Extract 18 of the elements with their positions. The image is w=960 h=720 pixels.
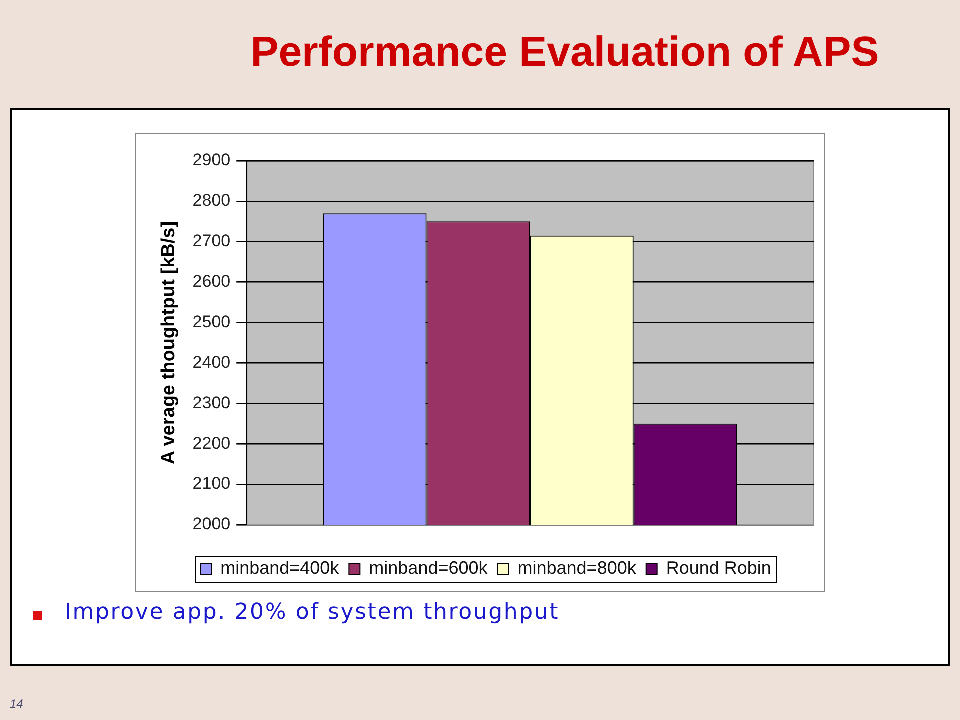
y-axis-title: A verage thoughtput [kB/s] (158, 221, 180, 465)
y-tick-label: 2800 (192, 191, 231, 210)
text: Improve app. 20% of system throughput (65, 600, 560, 625)
legend-label: minband=600k (369, 558, 489, 578)
legend-label: minband=400k (220, 558, 340, 578)
y-tick-label: 2600 (192, 272, 231, 292)
y-tick-label: 2000 (192, 514, 231, 534)
y-tick-label: 2200 (192, 434, 231, 453)
y-tick-label: 2500 (192, 312, 231, 332)
text: 14 (10, 697, 24, 711)
y-tick-label: 2400 (192, 352, 231, 372)
legend-label: minband=800k (518, 558, 638, 578)
y-tick-label: 2700 (192, 232, 231, 251)
y-tick-label: 2100 (192, 474, 231, 494)
y-tick-label: 2900 (192, 150, 231, 170)
y-tick-label: 2300 (192, 393, 231, 412)
legend-label: Round Robin (666, 558, 772, 578)
chart-title: Performance Evaluation of APS (250, 28, 880, 76)
